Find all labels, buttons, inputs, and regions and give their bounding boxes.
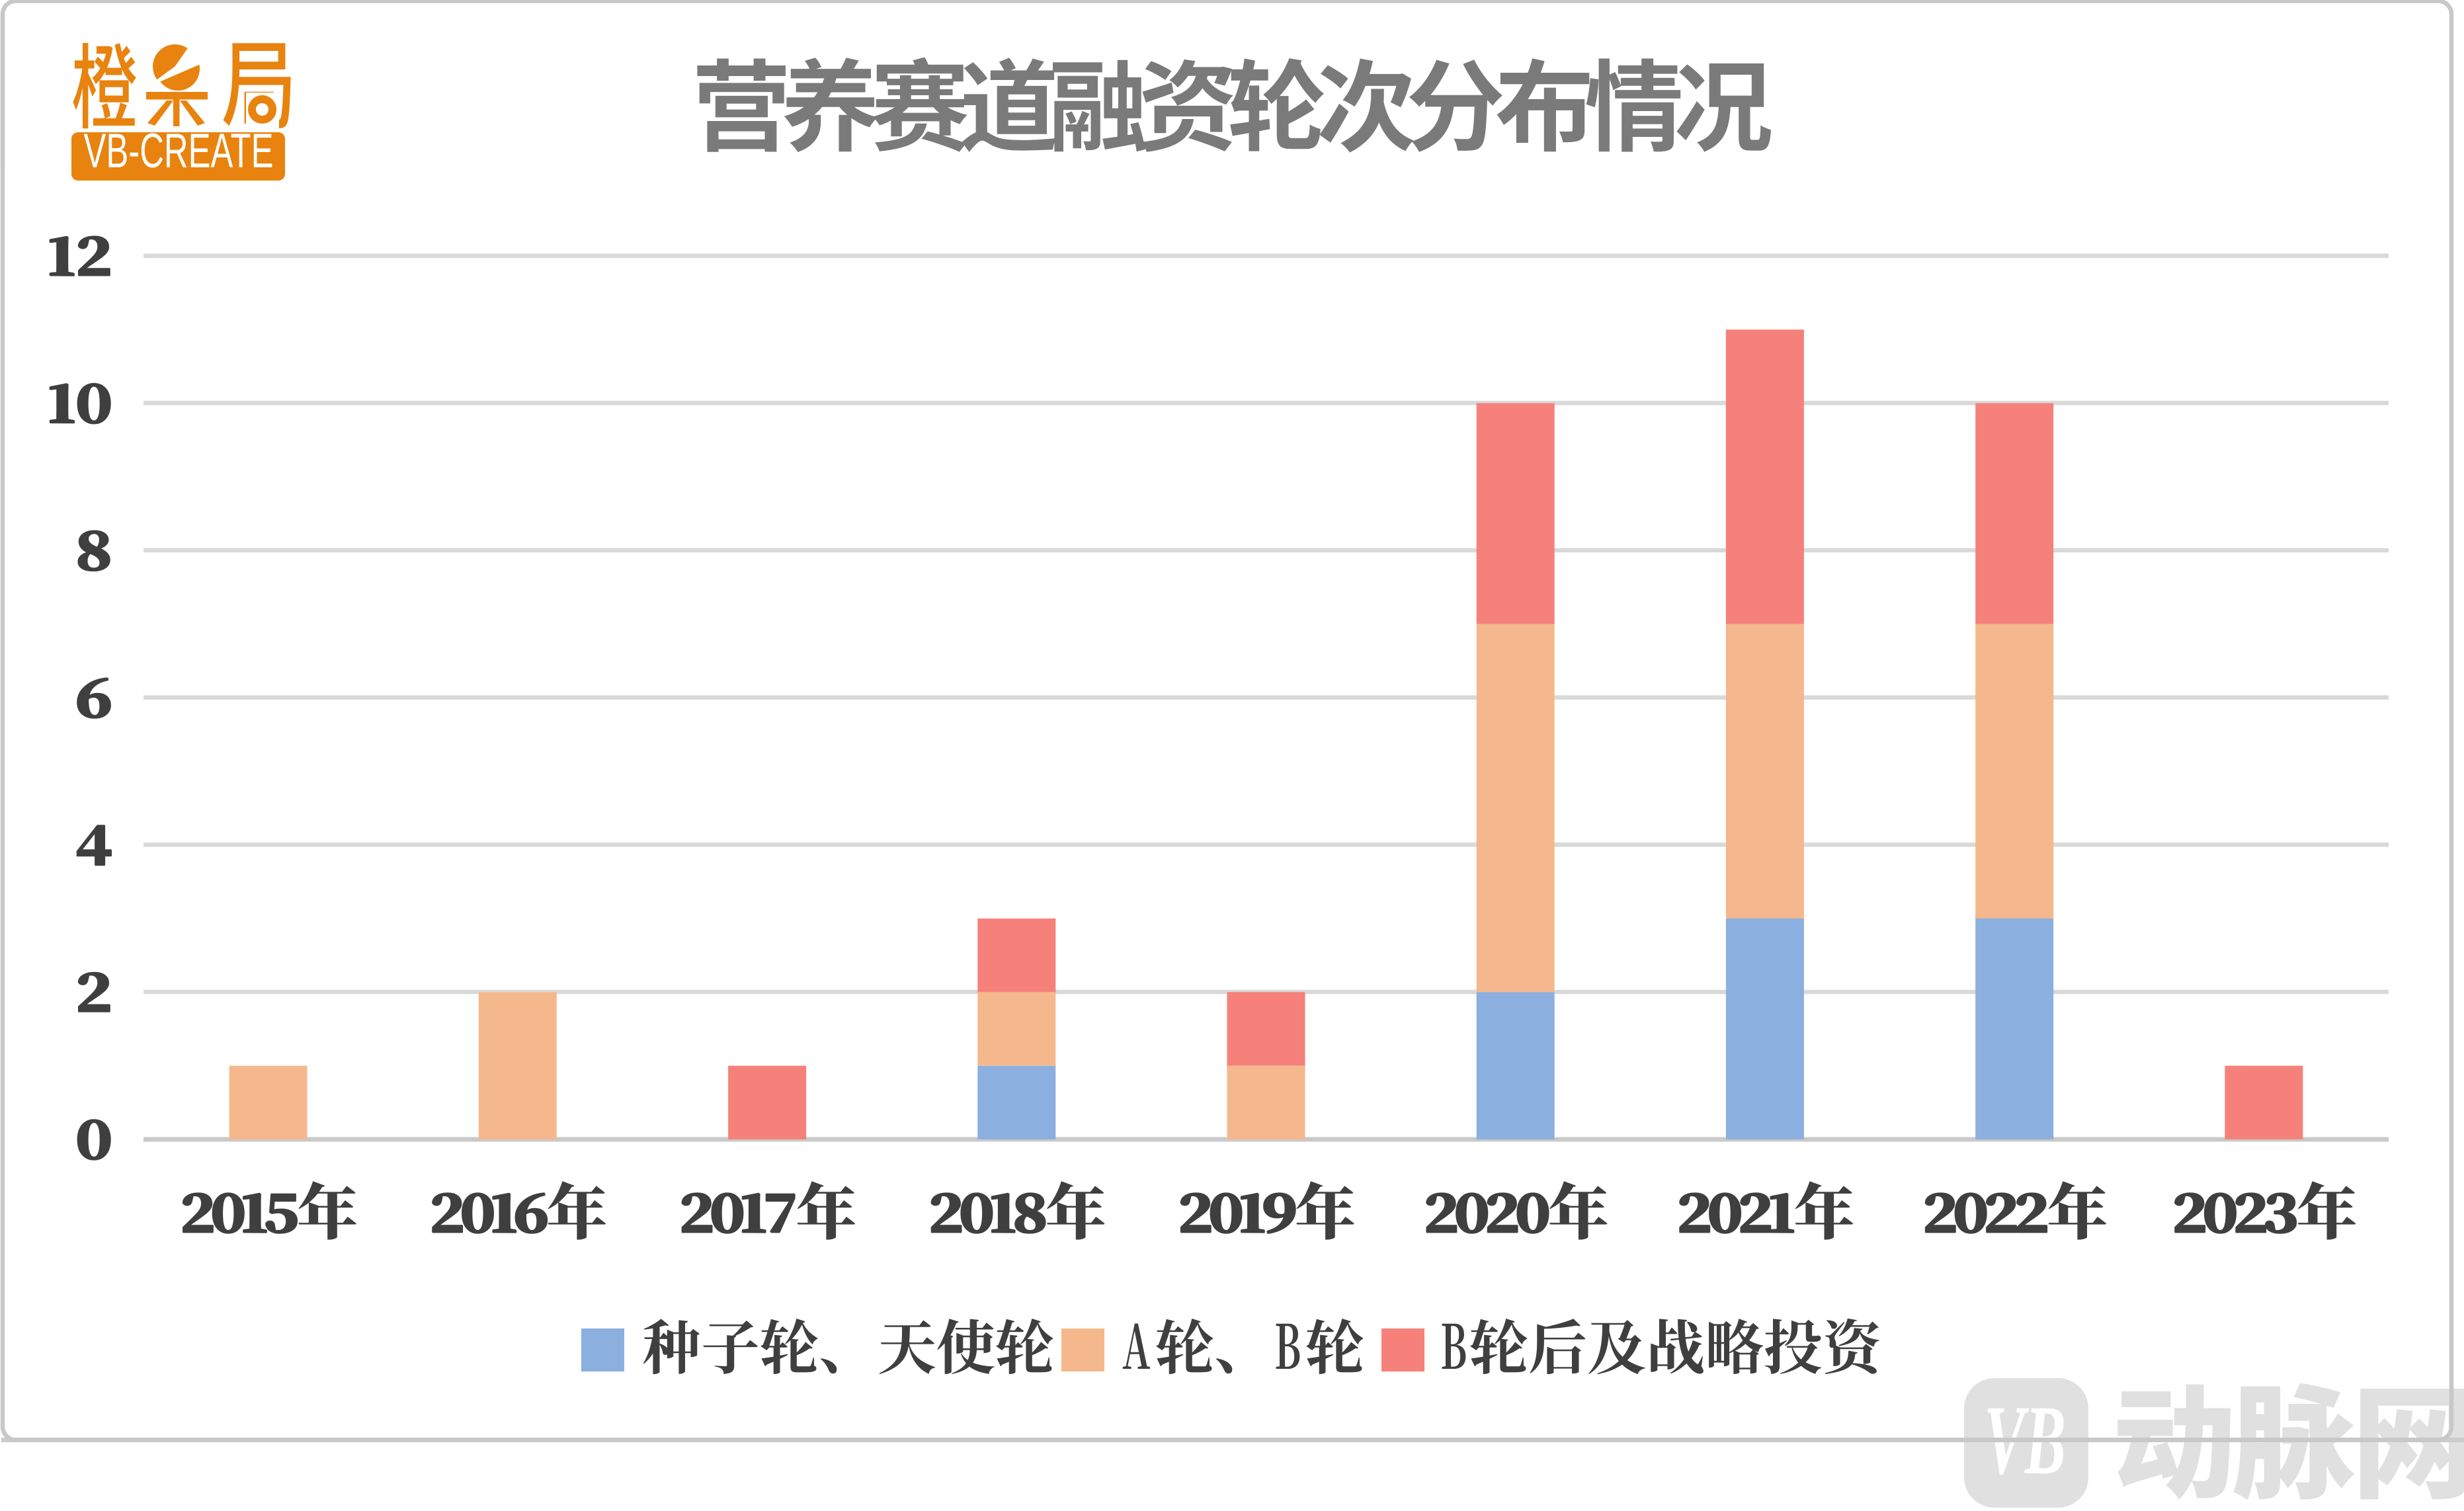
svg-text:VB-CREATE: VB-CREATE xyxy=(84,124,274,178)
